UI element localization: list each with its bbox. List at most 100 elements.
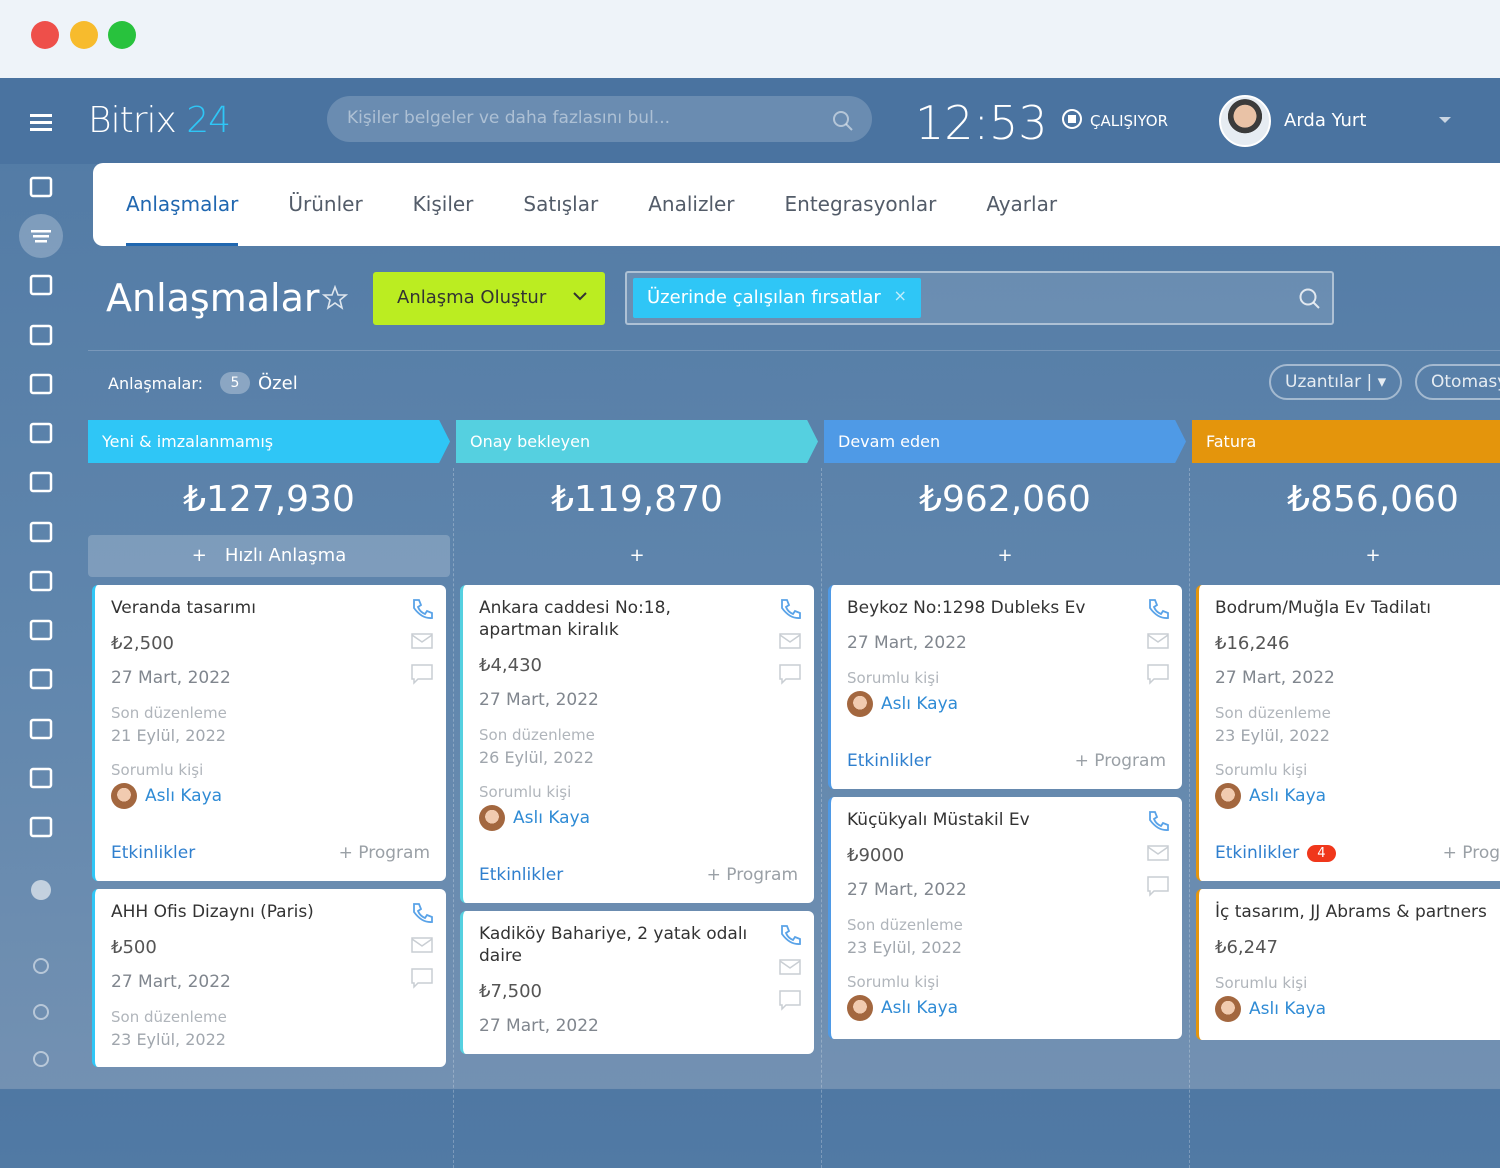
- deal-title[interactable]: Ankara caddesi No:18, apartman kiralık: [479, 598, 671, 640]
- deal-card[interactable]: Veranda tasarımı ₺2,500 27 Mart, 2022 Son d…: [92, 585, 446, 881]
- deal-title[interactable]: Veranda tasarımı: [111, 598, 256, 618]
- mail-icon[interactable]: [1147, 633, 1169, 649]
- nav-icon[interactable]: [29, 471, 53, 493]
- schedule-link[interactable]: + Program: [1442, 843, 1500, 863]
- nav-icon[interactable]: [29, 176, 53, 198]
- deal-card[interactable]: İç tasarım, JJ Abrams & partners ₺6,247 So…: [1196, 889, 1500, 1040]
- mail-icon[interactable]: [779, 633, 801, 649]
- search-box[interactable]: Kişiler belgeler ve daha fazlasını bul..…: [327, 96, 872, 142]
- nav-icon[interactable]: [33, 1051, 49, 1067]
- chat-icon[interactable]: [411, 664, 433, 685]
- nav-icon[interactable]: [33, 1004, 49, 1020]
- responsible[interactable]: Aslı Kaya: [847, 691, 1166, 717]
- chip-remove[interactable]: ×: [893, 286, 907, 305]
- menu-icon[interactable]: [30, 114, 52, 117]
- call-icon[interactable]: [781, 599, 801, 619]
- mail-icon[interactable]: [411, 633, 433, 649]
- deal-title[interactable]: İç tasarım, JJ Abrams & partners: [1215, 902, 1487, 922]
- activities-link[interactable]: Etkinlikler: [847, 751, 931, 771]
- deal-card[interactable]: Bodrum/Muğla Ev Tadilatı ₺16,246 27 Mart, …: [1196, 585, 1500, 881]
- column-header[interactable]: Fatura: [1192, 420, 1500, 463]
- nav-icon[interactable]: [29, 324, 53, 346]
- deal-card[interactable]: Küçükyalı Müstakil Ev ₺9000 27 Mart, 2022 S…: [828, 797, 1182, 1039]
- mail-icon[interactable]: [411, 937, 433, 953]
- nav-icon[interactable]: [33, 235, 49, 238]
- nav-icon[interactable]: [29, 274, 53, 296]
- deal-title[interactable]: Beykoz No:1298 Dubleks Ev: [847, 598, 1086, 618]
- activities-link[interactable]: Etkinlikler 4: [1215, 843, 1336, 863]
- column-header[interactable]: Yeni & imzalanmamış: [88, 420, 450, 463]
- responsible-name[interactable]: Aslı Kaya: [513, 808, 591, 828]
- deal-title[interactable]: Bodrum/Muğla Ev Tadilatı: [1215, 598, 1431, 618]
- responsible-name[interactable]: Aslı Kaya: [145, 786, 223, 806]
- tab[interactable]: Satışlar: [523, 192, 599, 216]
- responsible[interactable]: Aslı Kaya: [1215, 996, 1500, 1022]
- nav-icon[interactable]: [29, 619, 53, 641]
- tab[interactable]: Ayarlar: [986, 192, 1058, 216]
- create-button[interactable]: Anlaşma Oluştur: [373, 272, 605, 325]
- counter-badge[interactable]: 5: [220, 372, 250, 394]
- responsible[interactable]: Aslı Kaya: [1215, 783, 1500, 809]
- tab[interactable]: Kişiler: [412, 192, 474, 216]
- zoom-dot[interactable]: [108, 21, 136, 49]
- chat-icon[interactable]: [411, 968, 433, 989]
- user-name[interactable]: Arda Yurt: [1284, 110, 1367, 131]
- call-icon[interactable]: [781, 925, 801, 945]
- deal-card[interactable]: AHH Ofis Dizaynı (Paris) ₺500 27 Mart, 202…: [92, 889, 446, 1067]
- work-status[interactable]: ÇALIŞIYOR: [1090, 112, 1169, 130]
- schedule-link[interactable]: + Program: [338, 843, 430, 863]
- responsible-name[interactable]: Aslı Kaya: [1249, 999, 1327, 1019]
- tab[interactable]: Entegrasyonlar: [784, 192, 937, 216]
- deal-card[interactable]: Ankara caddesi No:18, apartman kiralık ₺4…: [460, 585, 814, 903]
- call-icon[interactable]: [1149, 599, 1169, 619]
- activities-link[interactable]: Etkinlikler: [111, 843, 195, 863]
- counter-filter[interactable]: Özel: [258, 373, 298, 394]
- menu-icon[interactable]: [30, 128, 52, 131]
- close-dot[interactable]: [31, 21, 59, 49]
- deal-title[interactable]: AHH Ofis Dizaynı (Paris): [111, 902, 314, 922]
- quick-add[interactable]: + Hızlı Anlaşma: [88, 535, 450, 577]
- call-icon[interactable]: [1149, 811, 1169, 831]
- favorite-star[interactable]: [322, 285, 348, 311]
- call-icon[interactable]: [413, 599, 433, 619]
- responsible[interactable]: Aslı Kaya: [847, 995, 1166, 1021]
- nav-icon[interactable]: [29, 570, 53, 592]
- chat-icon[interactable]: [1147, 876, 1169, 897]
- deal-card[interactable]: Beykoz No:1298 Dubleks Ev 27 Mart, 2022 So…: [828, 585, 1182, 789]
- automation-button[interactable]: Otomasyon: [1415, 364, 1500, 400]
- clock[interactable]: 12:53: [915, 96, 1048, 150]
- user-avatar[interactable]: [1219, 95, 1271, 147]
- collapse-icon[interactable]: [31, 880, 51, 900]
- responsible-name[interactable]: Aslı Kaya: [881, 694, 959, 714]
- filter-search-icon[interactable]: [1298, 287, 1322, 311]
- mail-icon[interactable]: [1147, 845, 1169, 861]
- nav-icon[interactable]: [35, 240, 47, 243]
- schedule-link[interactable]: + Program: [706, 865, 798, 885]
- column-header[interactable]: Devam eden: [824, 420, 1186, 463]
- filter-chip[interactable]: Üzerinde çalışılan fırsatlar ×: [633, 278, 921, 318]
- tab[interactable]: Ürünler: [288, 192, 363, 216]
- schedule-link[interactable]: + Program: [1074, 751, 1166, 771]
- mail-icon[interactable]: [779, 959, 801, 975]
- responsible[interactable]: Aslı Kaya: [111, 783, 430, 809]
- chat-icon[interactable]: [1147, 664, 1169, 685]
- nav-icon[interactable]: [29, 668, 53, 690]
- activities-link[interactable]: Etkinlikler: [479, 865, 563, 885]
- nav-icon[interactable]: [31, 230, 51, 233]
- nav-icon[interactable]: [29, 521, 53, 543]
- column-header[interactable]: Onay bekleyen: [456, 420, 818, 463]
- quick-add[interactable]: +: [1365, 545, 1381, 566]
- responsible-name[interactable]: Aslı Kaya: [1249, 786, 1327, 806]
- chat-icon[interactable]: [779, 990, 801, 1011]
- minimize-dot[interactable]: [70, 21, 98, 49]
- deal-title[interactable]: Küçükyalı Müstakil Ev: [847, 810, 1030, 830]
- menu-icon[interactable]: [30, 121, 52, 124]
- user-menu-arrow[interactable]: [1438, 115, 1452, 125]
- brand[interactable]: Bitrix 24: [88, 100, 231, 141]
- nav-icon[interactable]: [29, 767, 53, 789]
- nav-icon[interactable]: [33, 958, 49, 974]
- responsible[interactable]: Aslı Kaya: [479, 805, 798, 831]
- nav-icon[interactable]: [29, 422, 53, 444]
- tab[interactable]: Anlaşmalar: [126, 163, 239, 246]
- responsible-name[interactable]: Aslı Kaya: [881, 998, 959, 1018]
